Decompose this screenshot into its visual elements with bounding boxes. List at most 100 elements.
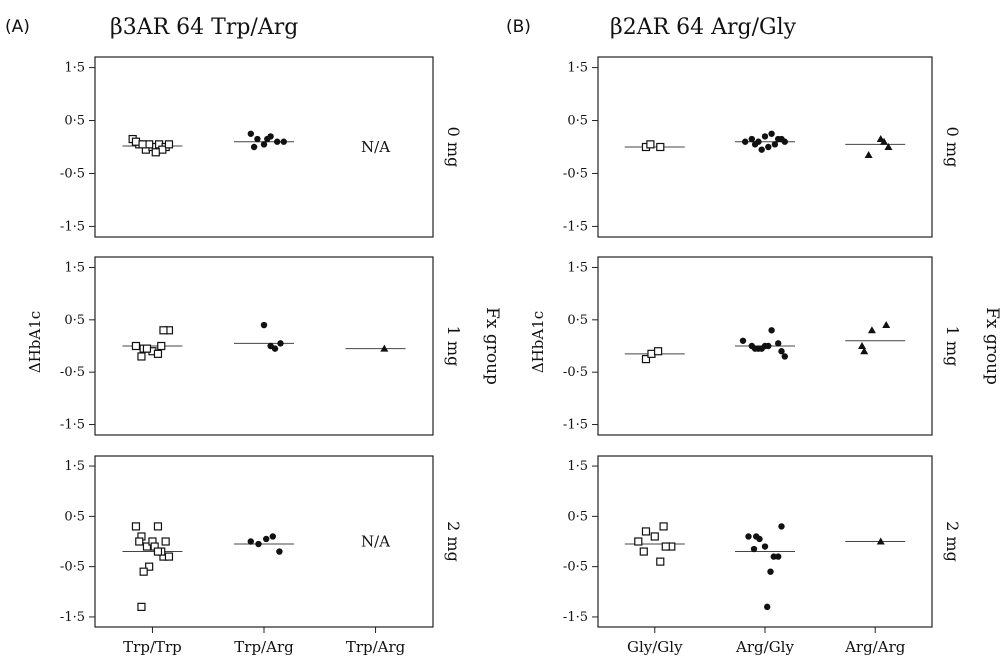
data-point xyxy=(159,326,168,335)
data-point xyxy=(765,143,772,151)
plot-frame xyxy=(94,56,434,238)
data-point xyxy=(263,535,270,543)
y-tick-label: -1·5 xyxy=(60,610,85,625)
data-point xyxy=(250,143,258,151)
data-point xyxy=(775,553,782,560)
data-point xyxy=(858,342,867,349)
subplot-2-mg: 1·5 0·5 -0·5 -1·5 2 mg Gly/Gly Arg/Gly Arg/Arg xyxy=(563,455,962,656)
group-axis-label: Fx group xyxy=(482,307,502,385)
chart-title: β3AR 64 Trp/Arg xyxy=(110,15,298,40)
y-axis-label: ΔHbA1c xyxy=(529,311,547,373)
data-point xyxy=(778,523,785,530)
y-tick-label: -1·5 xyxy=(563,610,588,625)
data-point xyxy=(641,354,651,364)
data-point xyxy=(775,340,782,347)
y-tick-label: -1·5 xyxy=(60,418,85,433)
y-tick-label: 1·5 xyxy=(567,61,588,76)
y-tick-label: -1·5 xyxy=(60,219,85,234)
data-point xyxy=(247,538,254,545)
data-point xyxy=(768,327,775,334)
y-tick-label: -0·5 xyxy=(563,560,588,575)
y-tick-label: -0·5 xyxy=(563,365,588,380)
data-point xyxy=(882,321,891,329)
data-point xyxy=(271,345,279,352)
data-point xyxy=(131,522,141,531)
data-point xyxy=(745,533,752,540)
subplot-label: 2 mg xyxy=(943,521,962,562)
data-point xyxy=(131,137,141,146)
y-axis-label: ΔHbA1c xyxy=(26,311,44,373)
y-tick-label: 0·5 xyxy=(64,114,85,129)
subplot-label: 1 mg xyxy=(943,326,962,367)
data-point xyxy=(778,348,785,355)
data-point xyxy=(260,321,268,329)
data-point xyxy=(751,141,759,148)
data-point xyxy=(131,341,141,351)
data-point xyxy=(653,347,663,356)
data-point xyxy=(748,135,755,143)
data-point xyxy=(767,568,774,575)
data-point xyxy=(161,537,170,546)
data-point xyxy=(768,130,775,137)
data-point xyxy=(880,137,889,145)
data-point xyxy=(641,527,651,536)
y-tick-label: 1·5 xyxy=(567,459,588,474)
group-axis-label: Fx group xyxy=(982,307,1001,385)
data-point xyxy=(867,326,876,334)
data-point xyxy=(656,142,665,152)
panel-label: (A) xyxy=(5,17,30,37)
data-point xyxy=(274,138,281,145)
y-tick-label: 1·5 xyxy=(567,260,588,275)
data-point xyxy=(153,349,163,358)
subplot-label: 0 mg xyxy=(444,127,463,168)
data-point xyxy=(277,340,284,347)
data-point xyxy=(634,537,643,546)
data-point xyxy=(269,533,276,540)
y-tick-label: 0·5 xyxy=(567,114,588,129)
data-point xyxy=(751,345,759,352)
data-point xyxy=(860,347,869,355)
subplot-1-mg: 1·5 0·5 -0·5 -1·5 1 mg xyxy=(60,256,463,436)
plot-frame xyxy=(597,56,933,238)
data-point xyxy=(778,135,785,143)
data-point xyxy=(639,547,648,556)
subplot-label: 0 mg xyxy=(943,127,962,168)
data-point xyxy=(254,135,261,143)
data-point xyxy=(151,148,160,157)
subplot-2-mg: 1·5 0·5 -0·5 -1·5 2 mg N/A Trp/Trp Trp/Arg Trp/A… xyxy=(60,455,463,656)
data-point xyxy=(153,522,163,531)
data-point xyxy=(750,545,758,553)
data-point xyxy=(739,337,747,344)
data-point xyxy=(137,602,146,611)
panel-a: (A) β3AR 64 Trp/Arg ΔHbA1c Fx group 1·5 0·5 -0… xyxy=(5,15,502,656)
y-tick-label: -0·5 xyxy=(60,365,85,380)
data-point xyxy=(761,543,769,550)
data-point xyxy=(142,344,152,353)
plot-frame xyxy=(597,256,933,436)
data-point xyxy=(139,567,148,576)
x-tick-label: Arg/Arg xyxy=(844,638,906,656)
data-point xyxy=(247,130,254,137)
na-label: N/A xyxy=(361,533,390,551)
data-point xyxy=(771,141,779,148)
data-point xyxy=(142,542,152,551)
y-tick-label: 0·5 xyxy=(567,313,588,328)
subplot-label: 2 mg xyxy=(444,521,463,562)
data-point xyxy=(761,133,769,140)
y-tick-label: 1·5 xyxy=(64,260,85,275)
data-point xyxy=(661,542,670,551)
data-point xyxy=(781,353,788,360)
data-point xyxy=(876,537,885,545)
plot-frame xyxy=(94,256,434,436)
data-point xyxy=(260,141,268,148)
panel-label: (B) xyxy=(506,17,531,37)
data-point xyxy=(158,145,167,154)
x-tick-label: Trp/Arg xyxy=(346,638,406,656)
data-point xyxy=(164,552,174,561)
data-point xyxy=(884,143,893,150)
y-tick-label: -0·5 xyxy=(60,166,85,181)
data-point xyxy=(145,562,154,571)
data-point xyxy=(650,532,659,541)
data-point xyxy=(138,140,147,149)
